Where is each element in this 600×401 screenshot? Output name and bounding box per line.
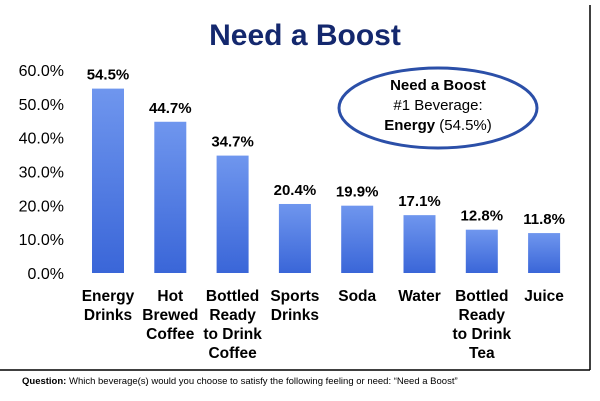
x-axis-labels: Energy Drinks Hot Brewed Coffee Bottled Ready t… — [82, 288, 565, 362]
value-labels: 54.5% 44.7% 34.7% 20.4% 19.9% 17.1% 12.8% 11.8% — [87, 67, 565, 228]
callout-ellipse — [337, 66, 539, 150]
y-tick-label: 30.0% — [19, 165, 64, 182]
x-category-label: Water — [398, 288, 441, 305]
x-category-label: Bottled Ready to Drink Tea — [453, 288, 512, 362]
x-category-label: Soda — [338, 288, 376, 305]
y-tick-label: 40.0% — [19, 131, 64, 148]
callout-line1: Need a Boost — [390, 77, 486, 94]
y-tick-label: 50.0% — [19, 97, 64, 114]
bar — [154, 121, 187, 273]
bar — [403, 215, 436, 273]
x-category-label: Bottled Ready to Drink Coffee — [203, 288, 262, 362]
bar — [216, 155, 249, 273]
bar-value-label: 12.8% — [461, 208, 504, 225]
footnote-label: Question: — [22, 376, 67, 387]
bar — [465, 229, 498, 273]
bar-value-label: 34.7% — [211, 134, 254, 151]
x-category-label-line: Sports — [270, 288, 319, 305]
x-category-label-line: Energy — [82, 288, 135, 305]
callout-line3: Energy (54.5%) — [384, 117, 492, 134]
x-category-label-line: Coffee — [146, 326, 195, 343]
x-category-label: Juice — [524, 288, 564, 305]
bar — [528, 233, 561, 273]
x-category-label-line: to Drink — [203, 326, 262, 343]
x-category-label-line: Soda — [338, 288, 376, 305]
y-tick-label: 20.0% — [19, 198, 64, 215]
x-category-label-line: Drinks — [84, 307, 132, 324]
x-category-label: Sports Drinks — [270, 288, 319, 324]
callout-bold-part: Energy — [384, 117, 436, 134]
bar — [278, 203, 311, 273]
bar-value-label: 54.5% — [87, 67, 130, 84]
callout: Need a Boost #1 Beverage: Energy (54.5%) — [337, 66, 539, 150]
x-category-label-line: Ready — [209, 307, 256, 324]
y-tick-label: 0.0% — [28, 266, 64, 283]
x-category-label-line: Brewed — [142, 307, 198, 324]
x-category-label-line: Hot — [157, 288, 183, 305]
question-footnote: Question: Which beverage(s) would you ch… — [22, 376, 458, 387]
chart-title: Need a Boost — [209, 19, 401, 52]
x-category-label-line: Bottled — [455, 288, 508, 305]
bars — [92, 88, 561, 273]
bar — [341, 205, 374, 273]
callout-line2: #1 Beverage: — [393, 97, 482, 114]
footnote-text: Which beverage(s) would you choose to sa… — [66, 376, 458, 387]
bar — [92, 88, 124, 273]
bar-value-label: 44.7% — [149, 100, 192, 117]
x-category-label-line: Water — [398, 288, 441, 305]
x-category-label-line: Juice — [524, 288, 564, 305]
x-category-label-line: Ready — [459, 307, 506, 324]
y-axis-ticks: 0.0% 10.0% 20.0% 30.0% 40.0% 50.0% 60.0% — [19, 63, 64, 283]
x-category-label: Hot Brewed Coffee — [142, 288, 198, 343]
bar-value-label: 20.4% — [274, 182, 317, 199]
x-category-label-line: Coffee — [208, 345, 257, 362]
y-tick-label: 60.0% — [19, 63, 64, 80]
x-category-label-line: to Drink — [453, 326, 512, 343]
x-category-label: Energy Drinks — [82, 288, 135, 324]
x-category-label-line: Tea — [469, 345, 495, 362]
callout-rest: (54.5%) — [435, 117, 492, 134]
x-category-label-line: Bottled — [206, 288, 259, 305]
bar-value-label: 11.8% — [523, 211, 565, 228]
bar-value-label: 19.9% — [336, 184, 379, 201]
x-category-label-line: Drinks — [271, 307, 319, 324]
bar-value-label: 17.1% — [398, 193, 441, 210]
y-tick-label: 10.0% — [19, 232, 64, 249]
